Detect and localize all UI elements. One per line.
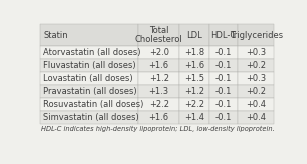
Bar (138, 72, 179, 85)
Bar (40, 98, 138, 111)
Bar (238, 72, 274, 85)
Text: +0.2: +0.2 (246, 87, 266, 96)
Bar (40, 72, 138, 85)
Text: +0.4: +0.4 (246, 100, 266, 109)
Bar (209, 46, 238, 59)
Bar (238, 59, 274, 72)
Bar (138, 59, 179, 72)
Text: –0.1: –0.1 (215, 48, 232, 57)
Bar (179, 85, 209, 98)
Bar (179, 59, 209, 72)
Text: –0.1: –0.1 (215, 61, 232, 70)
Text: Rosuvastatin (all doses): Rosuvastatin (all doses) (43, 100, 143, 109)
Text: –0.1: –0.1 (215, 100, 232, 109)
Text: +1.6: +1.6 (149, 113, 169, 122)
Bar (209, 85, 238, 98)
Text: +0.3: +0.3 (246, 48, 266, 57)
Bar (179, 98, 209, 111)
Text: +1.4: +1.4 (184, 113, 204, 122)
Bar (209, 72, 238, 85)
Text: +0.4: +0.4 (246, 113, 266, 122)
Bar (238, 46, 274, 59)
Text: Total
Cholesterol: Total Cholesterol (135, 26, 183, 44)
Bar (40, 85, 138, 98)
Bar (238, 85, 274, 98)
Bar (138, 46, 179, 59)
Bar (179, 46, 209, 59)
Text: –0.1: –0.1 (215, 74, 232, 83)
Text: +0.3: +0.3 (246, 74, 266, 83)
Bar (40, 111, 138, 124)
Text: Fluvastatin (all doses): Fluvastatin (all doses) (43, 61, 136, 70)
Text: +1.3: +1.3 (149, 87, 169, 96)
Bar (179, 72, 209, 85)
Text: –0.1: –0.1 (215, 113, 232, 122)
Text: Simvastatin (all doses): Simvastatin (all doses) (43, 113, 139, 122)
Bar (209, 98, 238, 111)
Bar (209, 111, 238, 124)
Text: Lovastatin (all doses): Lovastatin (all doses) (43, 74, 133, 83)
Text: +1.6: +1.6 (184, 61, 204, 70)
Text: LDL: LDL (186, 31, 202, 40)
Bar (138, 98, 179, 111)
Bar (209, 59, 238, 72)
Text: Statin: Statin (43, 31, 68, 40)
Bar (179, 111, 209, 124)
Bar (209, 24, 238, 46)
Bar (238, 24, 274, 46)
Text: +2.2: +2.2 (184, 100, 204, 109)
Text: +2.2: +2.2 (149, 100, 169, 109)
Text: +1.2: +1.2 (184, 87, 204, 96)
Text: +1.2: +1.2 (149, 74, 169, 83)
Bar (40, 46, 138, 59)
Bar (138, 111, 179, 124)
Text: Triglycerides: Triglycerides (230, 31, 283, 40)
Bar (138, 24, 179, 46)
Bar (40, 24, 138, 46)
Text: +1.5: +1.5 (184, 74, 204, 83)
Text: +1.8: +1.8 (184, 48, 204, 57)
Bar (238, 111, 274, 124)
Text: +2.0: +2.0 (149, 48, 169, 57)
Text: –0.1: –0.1 (215, 87, 232, 96)
Bar (40, 59, 138, 72)
Bar (138, 85, 179, 98)
Text: HDL-C: HDL-C (210, 31, 237, 40)
Text: Pravastatin (all doses): Pravastatin (all doses) (43, 87, 137, 96)
Bar (179, 24, 209, 46)
Bar (238, 98, 274, 111)
Text: HDL-C indicates high-density lipoprotein; LDL, low-density lipoprotein.: HDL-C indicates high-density lipoprotein… (41, 126, 275, 132)
Text: +1.6: +1.6 (149, 61, 169, 70)
Text: Atorvastatin (all doses): Atorvastatin (all doses) (43, 48, 141, 57)
Text: +0.2: +0.2 (246, 61, 266, 70)
